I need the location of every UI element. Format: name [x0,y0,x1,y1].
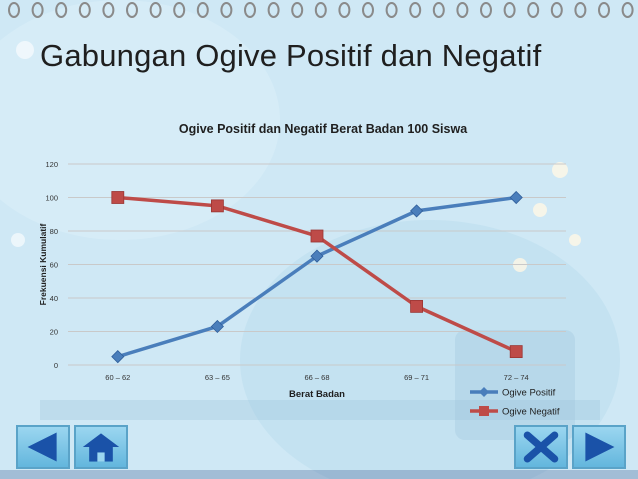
binder-ring [574,2,587,18]
data-point [310,229,324,243]
binder-ring [220,2,233,18]
y-tick-label: 40 [50,294,58,303]
binder-ring [385,2,398,18]
y-tick-label: 120 [45,160,58,169]
binder-ring [55,2,68,18]
y-tick-label: 80 [50,227,58,236]
series-line [117,195,517,354]
binder-ring [267,2,280,18]
binder-ring [409,2,422,18]
previous-slide-button[interactable] [16,425,70,469]
data-point [111,191,125,204]
binder-ring [598,2,610,18]
x-tick-label: 60 – 62 [105,373,130,382]
binder-ring [8,2,20,18]
y-tick-label: 60 [50,261,58,270]
binder-ring [621,2,634,18]
binder-ring [527,2,540,18]
y-tick-label: 100 [45,194,58,203]
binder-ring [432,2,445,18]
slide-title: Gabungan Ogive Positif dan Negatif [40,38,542,73]
x-axis-label: Berat Badan [289,389,345,400]
data-point [410,204,424,218]
binder-ring [314,2,327,18]
data-point [410,299,424,313]
binder-ring [291,2,304,18]
legend-marker [479,406,489,416]
data-point [509,345,523,359]
data-point [509,190,523,205]
series-line [117,195,517,359]
x-tick-label: 69 – 71 [404,373,429,382]
binder-ring [173,2,186,18]
close-x-icon [523,431,559,463]
binder-ring [362,2,374,18]
binder-ring [126,2,138,18]
data-point [111,350,125,364]
home-button[interactable] [74,425,128,469]
binder-ring [149,2,162,18]
binder-ring [480,2,492,18]
data-point [210,199,224,213]
home-icon [82,433,120,462]
binder-ring [338,2,351,18]
next-slide-button[interactable] [572,425,626,469]
data-point [310,249,324,263]
legend-label: Ogive Negatif [502,407,560,418]
close-button[interactable] [514,425,568,469]
binder-ring [456,2,469,18]
binder-ring [503,2,516,18]
x-tick-label: 63 – 65 [205,373,230,382]
legend-marker [479,387,489,397]
legend-label: Ogive Positif [502,388,556,399]
x-tick-label: 66 – 68 [304,373,329,382]
right-arrow-icon [585,432,615,462]
binder-ring [78,2,91,18]
binder-ring [196,2,209,18]
chart-title: Ogive Positif dan Negatif Berat Badan 10… [179,122,468,136]
x-tick-label: 72 – 74 [504,373,529,382]
binder-rings [8,2,634,18]
y-tick-label: 0 [54,361,58,370]
binder-ring [550,2,563,18]
data-point [210,319,224,334]
left-arrow-icon [27,432,57,462]
y-axis-label: Frekuensi Kumulatif [38,223,48,305]
binder-ring [31,2,44,18]
binder-ring [102,2,115,18]
binder-ring [244,2,256,18]
y-tick-label: 20 [50,328,58,337]
